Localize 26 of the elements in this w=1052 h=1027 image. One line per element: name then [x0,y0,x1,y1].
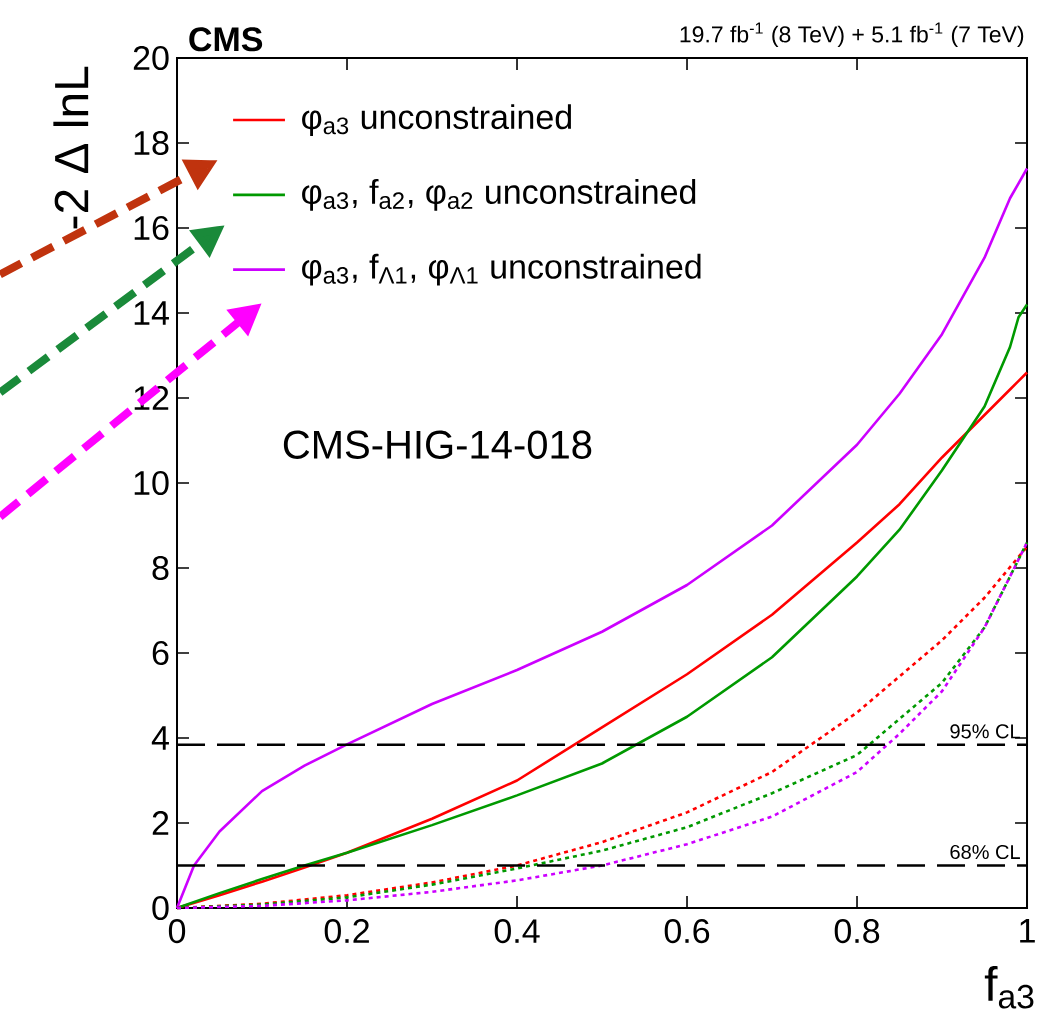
y-tick-label: 18 [134,130,169,156]
annotation: CMS-HIG-14-018 [283,430,592,459]
y-tick-label: 20 [133,45,169,71]
x-tick-label: 0.2 [324,919,369,944]
x-tick-label: 0.4 [494,919,540,944]
x-tick-label: 0.8 [834,919,880,944]
y-tick-label: 6 [152,640,169,666]
x-tick-label: 1 [1020,919,1035,943]
y-tick-label: 0 [152,895,169,921]
y-tick-label: 16 [134,215,169,241]
x-axis-title: f$_{a3}$ [984,966,1034,1009]
legend-label: φ$_{a3}$, f$_{a2}$, φ$_{a2}$ unconstrained [302,179,696,211]
y-tick-label: 2 [152,811,169,835]
y-tick-label: 10 [134,470,169,496]
x-tick-label: 0 [168,919,186,944]
ref-line-label: 95% CL [950,724,1020,739]
y-tick-label: 4 [151,726,169,750]
ref-line-label: 68% CL [950,844,1020,860]
chart-title: CMS [189,27,263,52]
y-axis-title: -2 Δ lnL [53,66,89,229]
chart-subtitle: 19.7 fb$^{-1}$ (8 TeV) + 5.1 fb$^{-1}$ (7 TeV) [680,22,1024,48]
y-tick-label: 14 [134,301,169,325]
x-tick-label: 0.6 [664,919,710,944]
legend-label: φ$_{a3}$, f$_{Λ1}$, φ$_{Λ1}$ unconstrained [302,253,701,286]
legend-label: φ$_{a3}$ unconstrained [302,104,571,136]
y-tick-label: 8 [152,555,169,581]
